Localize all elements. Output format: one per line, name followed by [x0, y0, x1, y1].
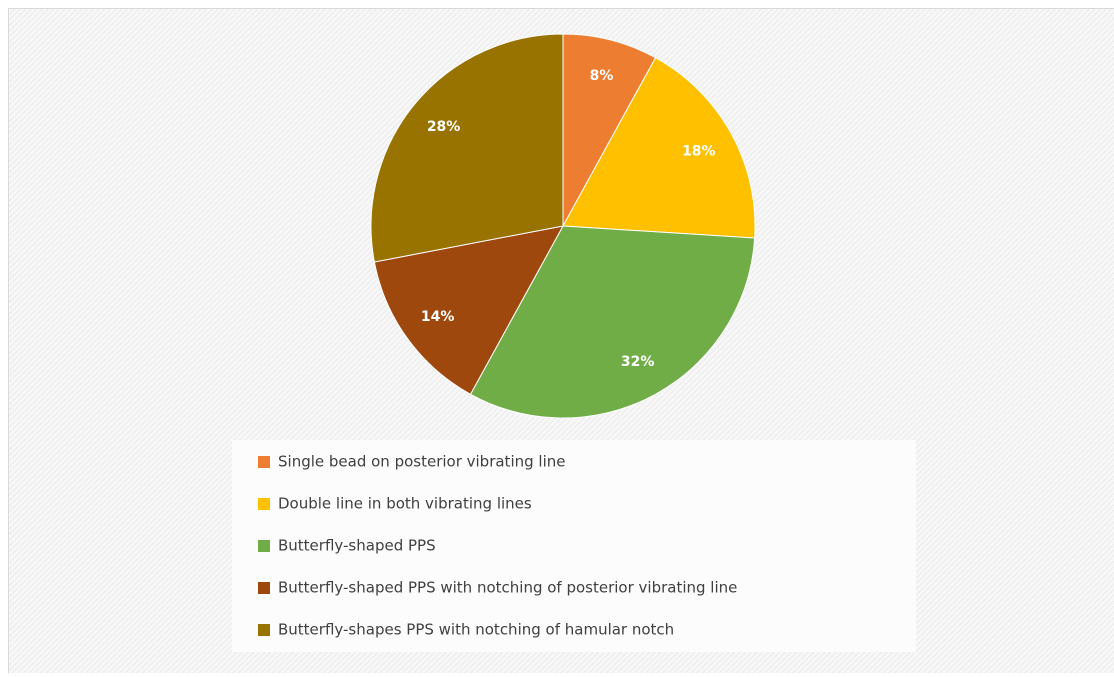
data-label: 32% [621, 354, 655, 370]
legend-label: Butterfly-shapes PPS with notching of ha… [278, 621, 674, 639]
data-label: 28% [427, 119, 461, 135]
legend-swatch [258, 456, 270, 468]
legend-label: Butterfly-shaped PPS [278, 537, 436, 555]
data-label: 14% [421, 309, 455, 325]
data-label: 18% [682, 143, 716, 159]
legend-swatch [258, 540, 270, 552]
legend-label: Double line in both vibrating lines [278, 495, 532, 513]
legend-swatch [258, 582, 270, 594]
data-label: 8% [590, 68, 614, 84]
legend-swatch [258, 498, 270, 510]
legend-swatch [258, 624, 270, 636]
legend-label: Single bead on posterior vibrating line [278, 453, 565, 471]
legend-label: Butterfly-shaped PPS with notching of po… [278, 579, 737, 597]
